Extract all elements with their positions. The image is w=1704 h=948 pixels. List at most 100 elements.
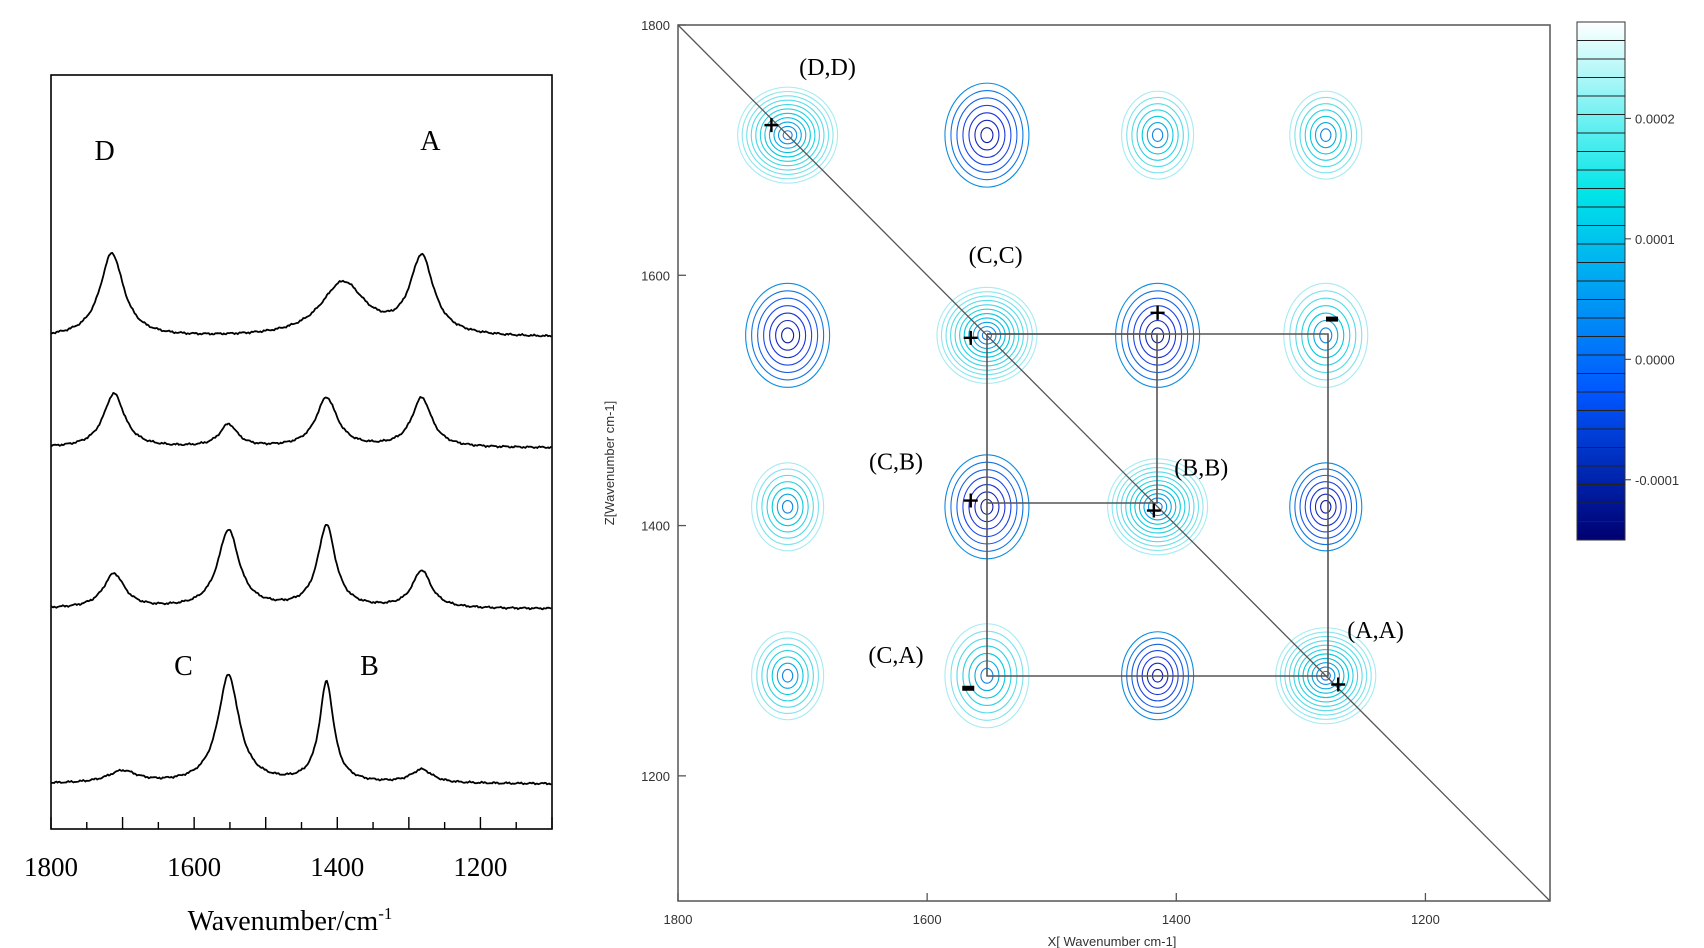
crosspeak-contour — [944, 82, 1030, 188]
colorbar-tick-label: 0.0000 — [1635, 352, 1675, 367]
colorbar-tick-label: 0.0001 — [1635, 232, 1675, 247]
crosspeak-contour — [974, 119, 1000, 151]
correlation-peak-label: (C,B) — [869, 449, 923, 475]
spectrum-trace-4 — [50, 673, 552, 786]
spectra-peak-labels: D A C B — [95, 126, 442, 682]
spectra-panel: 1800 1600 1400 1200 D A C B Wavenumber/cm-1 — [24, 74, 553, 937]
crosspeak-contour — [1299, 474, 1353, 539]
autopeak-contour — [746, 95, 830, 175]
crosspeak-contour — [980, 127, 994, 144]
colorbar-bands — [1577, 40, 1625, 522]
crosspeak-contour — [1289, 90, 1363, 180]
correlation-y-tick-label: 1400 — [641, 519, 670, 534]
crosspeak-contour — [776, 662, 799, 689]
positive-sign-marker — [1146, 503, 1161, 518]
autopeak-contour — [777, 125, 798, 145]
crosspeak-contour — [956, 97, 1018, 173]
correlation-y-tick-label: 1800 — [641, 18, 670, 33]
positive-sign-marker — [1331, 677, 1346, 692]
autopeak-contour — [737, 86, 839, 184]
crosspeak-contour — [1309, 115, 1342, 155]
crosspeak-contour — [771, 487, 804, 527]
autopeak-contour — [759, 108, 816, 162]
crosspeak-contour — [751, 462, 825, 552]
positive-sign-marker — [1150, 305, 1165, 320]
crosspeak-contour — [781, 327, 795, 344]
crosspeak-contour — [751, 631, 825, 721]
autopeak-contour — [755, 104, 820, 167]
correlation-peak-labels: (D,D) (C,C) (C,B) (B,B) (A,A) (C,A) — [799, 55, 1404, 669]
crosspeak-contour — [1314, 122, 1337, 149]
crosspeak-contour — [950, 90, 1024, 181]
crosspeak-contour — [763, 305, 813, 366]
positive-sign-marker — [963, 493, 978, 508]
spectra-x-tick-label: 1800 — [24, 852, 78, 882]
crosspeak-contour — [757, 297, 819, 374]
crosspeak-contour — [1126, 96, 1190, 174]
correlation-x-tick-label: 1400 — [1162, 912, 1191, 927]
crosspeak-contour — [1309, 487, 1342, 527]
spectra-x-tick-label: 1400 — [310, 852, 364, 882]
correlation-peak-label: (C,A) — [868, 643, 923, 669]
spectrum-trace-1 — [50, 251, 552, 338]
crosspeak-contour — [756, 468, 820, 546]
correlation-diagonal — [677, 24, 1551, 902]
correlation-x-tick-label: 1600 — [913, 912, 942, 927]
crosspeak-contour — [1151, 128, 1164, 142]
spectra-x-tick-label: 1600 — [167, 852, 221, 882]
spectra-peak-label: A — [420, 126, 441, 157]
correlation-box-inner — [987, 333, 1158, 504]
spectra-peak-label: B — [360, 651, 379, 682]
spectrum-trace-3 — [50, 524, 552, 611]
crosspeak-contour — [1283, 282, 1369, 388]
crosspeak-contour — [1294, 468, 1358, 546]
crosspeak-contour — [1313, 319, 1339, 351]
correlation-plot-frame — [677, 24, 1551, 902]
crosspeak-contour — [769, 312, 807, 359]
spectra-x-tick-label: 1200 — [453, 852, 507, 882]
crosspeak-contour — [962, 104, 1012, 166]
crosspeak-contour — [766, 481, 809, 533]
crosspeak-contour — [1319, 327, 1333, 344]
crosspeak-contour — [766, 650, 809, 702]
crosspeak-contour — [1320, 128, 1332, 142]
correlation-axes: 1800 1600 1400 1200 1800 1600 1400 1200 — [641, 18, 1440, 927]
crosspeak-contour — [756, 637, 820, 715]
crosspeak-contour — [771, 656, 804, 696]
autopeak-contour — [750, 99, 825, 171]
correlation-y-tick-label: 1600 — [641, 268, 670, 283]
crosspeak-contour — [1301, 305, 1351, 366]
crosspeak-contour — [1289, 290, 1363, 381]
crosspeak-contour — [1295, 297, 1357, 374]
colorbar-tick-label: -0.0001 — [1635, 473, 1679, 488]
crosspeak-contour — [776, 493, 799, 520]
correlation-peak-label: (C,C) — [969, 243, 1023, 269]
crosspeak-contour — [1136, 109, 1179, 161]
autopeak-contour — [741, 90, 834, 180]
crosspeak-contour — [1304, 109, 1347, 161]
correlation-peak-label: (D,D) — [799, 55, 856, 81]
correlation-y-tick-label: 1200 — [641, 769, 670, 784]
crosspeak-contour — [1289, 462, 1363, 552]
autopeak-contour — [773, 121, 802, 149]
crosspeak-contour — [1304, 481, 1347, 533]
correlation-x-tick-label: 1200 — [1411, 912, 1440, 927]
autopeak-contour — [764, 112, 811, 158]
spectra-peak-label: C — [174, 651, 193, 682]
crosspeak-contour — [751, 290, 825, 381]
positive-sign-marker — [963, 330, 978, 345]
crosspeak-contour — [781, 499, 794, 514]
crosspeak-contour — [968, 112, 1006, 158]
autopeak-contour — [768, 117, 807, 154]
spectra-x-axis: 1800 1600 1400 1200 — [24, 817, 553, 882]
spectra-lines — [50, 251, 552, 786]
crosspeak-contour — [1141, 115, 1174, 155]
crosspeak-contour — [1294, 96, 1358, 174]
crosspeak-contour — [781, 668, 794, 683]
spectrum-trace-2 — [50, 391, 552, 450]
colorbar-ticks: 0.0002 0.0001 0.0000 -0.0001 — [1625, 111, 1679, 488]
correlation-box-outer — [986, 333, 1329, 677]
crosspeak-contour — [1314, 493, 1337, 520]
spectra-peak-label: D — [95, 136, 115, 167]
